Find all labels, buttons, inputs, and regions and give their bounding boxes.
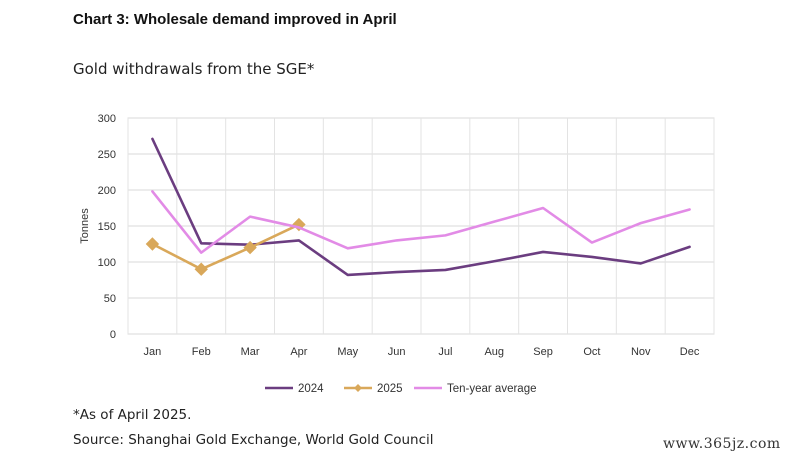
- footnote-source: Source: Shanghai Gold Exchange, World Go…: [73, 432, 434, 448]
- x-tick-label: Aug: [484, 346, 504, 358]
- legend-label: Ten-year average: [447, 383, 537, 395]
- watermark: www.365jz.com: [663, 436, 781, 452]
- y-tick-label: 250: [98, 149, 116, 161]
- x-tick-label: Mar: [241, 346, 260, 358]
- series-line: [151, 223, 301, 271]
- series-2024: [151, 137, 691, 277]
- legend-label: 2024: [298, 383, 324, 395]
- x-tick-label: Jul: [438, 346, 452, 358]
- legend-item: 2025: [344, 383, 403, 395]
- x-tick-label: Jun: [388, 346, 406, 358]
- legend-item: Ten-year average: [414, 383, 537, 395]
- chart-title: Chart 3: Wholesale demand improved in Ap…: [73, 11, 397, 28]
- x-tick-label: Oct: [583, 346, 600, 358]
- x-tick-label: Sep: [533, 346, 553, 358]
- x-tick-label: Nov: [631, 346, 651, 358]
- chart-series: [145, 137, 691, 277]
- series-line: [151, 137, 691, 277]
- chart-axes: 0 50 100 150 200 250 300 Jan Feb Mar Apr May Jun Jul A…: [79, 113, 700, 358]
- y-tick-label: 300: [98, 113, 116, 125]
- y-tick-label: 0: [110, 329, 116, 341]
- x-tick-label: Feb: [192, 346, 211, 358]
- x-tick-label: Dec: [680, 346, 700, 358]
- series-2025: [145, 217, 306, 276]
- chart-grid: [127, 117, 715, 335]
- chart-subtitle: Gold withdrawals from the SGE*: [73, 60, 315, 78]
- chart-legend: 2024 2025 Ten-year average: [265, 383, 537, 395]
- legend-label: 2025: [377, 383, 403, 395]
- series-ten-year-average: [151, 190, 691, 254]
- y-tick-label: 200: [98, 185, 116, 197]
- legend-marker: [354, 384, 362, 392]
- y-tick-label: 100: [98, 257, 116, 269]
- y-axis-label: Tonnes: [79, 208, 91, 244]
- x-tick-label: Jan: [144, 346, 162, 358]
- x-tick-label: May: [337, 346, 358, 358]
- series-line: [151, 190, 691, 254]
- footnote-note: *As of April 2025.: [73, 407, 192, 423]
- legend-item: 2024: [265, 383, 324, 395]
- x-tick-label: Apr: [290, 346, 307, 358]
- y-tick-label: 150: [98, 221, 116, 233]
- data-point-marker: [145, 237, 160, 251]
- data-point-marker: [194, 262, 208, 276]
- y-tick-label: 50: [104, 293, 116, 305]
- data-point-marker: [243, 240, 257, 255]
